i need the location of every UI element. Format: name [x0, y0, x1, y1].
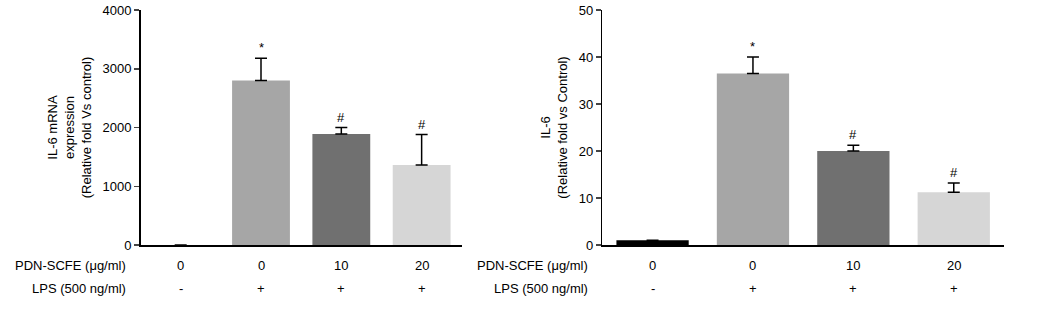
svg-text:LPS (500 ng/ml): LPS (500 ng/ml): [32, 281, 126, 296]
svg-text:PDN-SCFE (μg/ml): PDN-SCFE (μg/ml): [15, 258, 126, 273]
svg-text:#: #: [418, 117, 426, 132]
svg-text:PDN-SCFE (μg/ml): PDN-SCFE (μg/ml): [477, 258, 588, 273]
svg-text:3000: 3000: [102, 61, 131, 76]
svg-text:30: 30: [579, 97, 593, 112]
svg-text:IL-6(Relative fold vs Control): IL-6(Relative fold vs Control): [538, 56, 570, 198]
svg-text:20: 20: [579, 144, 593, 159]
svg-text:0: 0: [749, 258, 756, 273]
svg-text:#: #: [950, 165, 958, 180]
svg-text:4000: 4000: [102, 3, 131, 18]
svg-text:0: 0: [124, 238, 131, 253]
svg-text:40: 40: [579, 50, 593, 65]
svg-text:20: 20: [947, 258, 961, 273]
svg-text:LPS (500 ng/ml): LPS (500 ng/ml): [494, 281, 588, 296]
svg-text:0: 0: [586, 238, 593, 253]
svg-text:-: -: [179, 281, 183, 296]
svg-text:-: -: [651, 281, 655, 296]
svg-text:10: 10: [334, 258, 348, 273]
svg-text:IL-6 mRNAexpression(Relative f: IL-6 mRNAexpression(Relative fold Vs con…: [45, 57, 94, 199]
svg-text:#: #: [337, 110, 345, 125]
svg-text:*: *: [750, 39, 755, 54]
svg-text:0: 0: [258, 258, 265, 273]
svg-text:50: 50: [579, 3, 593, 18]
svg-text:#: #: [849, 127, 857, 142]
svg-text:10: 10: [579, 191, 593, 206]
svg-text:10: 10: [846, 258, 860, 273]
svg-text:0: 0: [177, 258, 184, 273]
svg-text:+: +: [257, 281, 265, 296]
svg-text:+: +: [849, 281, 857, 296]
svg-text:+: +: [337, 281, 345, 296]
svg-text:2000: 2000: [102, 120, 131, 135]
svg-text:+: +: [950, 281, 958, 296]
svg-text:+: +: [749, 281, 757, 296]
svg-text:*: *: [259, 40, 264, 55]
svg-text:+: +: [418, 281, 426, 296]
svg-text:20: 20: [415, 258, 429, 273]
svg-text:0: 0: [649, 258, 656, 273]
svg-text:1000: 1000: [102, 179, 131, 194]
